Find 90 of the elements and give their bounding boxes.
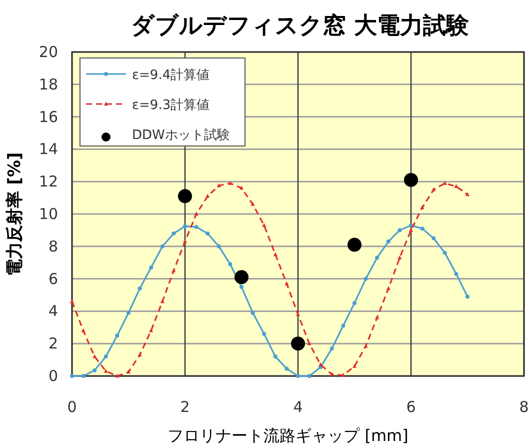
point <box>386 240 390 244</box>
legend-label: ε=9.3計算値 <box>132 98 210 113</box>
point <box>149 265 154 270</box>
point <box>178 189 192 204</box>
point <box>183 224 187 228</box>
point <box>126 370 130 374</box>
point <box>284 366 289 371</box>
point <box>364 276 368 281</box>
chart-title: ダブルデフィスク窓 大電力試験 <box>130 12 470 39</box>
point <box>375 315 380 320</box>
point <box>115 374 120 378</box>
point <box>409 228 413 232</box>
point <box>183 239 187 244</box>
legend-label: DDWホット試験 <box>132 128 230 143</box>
point <box>296 374 300 378</box>
point <box>160 244 164 248</box>
y-axis-title: 電力反射率 [%] <box>5 152 25 276</box>
point <box>216 183 221 188</box>
point <box>228 262 232 266</box>
point <box>216 244 221 248</box>
point <box>466 294 470 299</box>
point <box>318 362 323 366</box>
point <box>228 180 232 185</box>
y-tick-label: 8 <box>48 237 58 256</box>
point <box>172 268 176 272</box>
point <box>104 354 108 359</box>
point <box>442 250 447 255</box>
point <box>70 299 74 304</box>
y-tick-label: 16 <box>38 108 58 126</box>
point <box>330 346 334 350</box>
point <box>466 192 470 196</box>
y-tick-label: 10 <box>38 205 58 223</box>
point <box>296 312 300 316</box>
point <box>330 372 334 376</box>
point <box>398 228 402 232</box>
point <box>250 310 255 315</box>
point <box>341 324 346 328</box>
point <box>250 202 255 206</box>
point <box>70 374 74 378</box>
point <box>126 310 130 315</box>
point <box>409 223 413 228</box>
legend-label: ε=9.4計算値 <box>132 68 210 83</box>
x-tick-label: 4 <box>293 398 303 416</box>
y-tick-label: 6 <box>48 270 58 288</box>
y-tick-label: 0 <box>48 367 58 385</box>
point <box>81 374 86 378</box>
point <box>240 186 244 190</box>
point <box>273 354 278 359</box>
point <box>432 187 436 192</box>
point <box>341 372 346 377</box>
point <box>194 224 198 229</box>
point <box>234 270 248 284</box>
point <box>92 368 97 372</box>
x-tick-label: 8 <box>519 398 529 416</box>
point <box>454 184 458 188</box>
x-tick-label: 6 <box>406 398 416 416</box>
point <box>240 284 244 289</box>
point <box>206 194 210 198</box>
point <box>138 352 142 357</box>
point <box>194 212 198 216</box>
point <box>348 238 362 252</box>
y-tick-label: 20 <box>38 43 58 61</box>
point <box>262 332 266 336</box>
point <box>432 236 436 240</box>
point <box>307 374 312 378</box>
point <box>262 222 266 227</box>
point <box>138 286 142 291</box>
x-tick-label: 2 <box>180 398 190 416</box>
point <box>404 172 418 187</box>
point <box>284 281 289 286</box>
y-tick-label: 2 <box>48 334 58 353</box>
point <box>420 205 424 210</box>
point <box>352 301 356 306</box>
x-axis-title: フロリナート流路ギャップ [mm] <box>168 426 408 445</box>
line-series <box>70 180 470 378</box>
point <box>206 231 210 236</box>
y-tick-label: 18 <box>38 75 58 94</box>
point <box>375 256 380 260</box>
y-tick-label: 12 <box>38 172 58 191</box>
y-tick-label: 14 <box>38 140 58 158</box>
point <box>454 272 458 276</box>
x-tick-label: 0 <box>67 398 77 416</box>
point <box>291 336 305 351</box>
point <box>364 344 368 348</box>
y-tick-label: 4 <box>48 302 58 320</box>
point <box>398 255 402 260</box>
point <box>420 226 424 231</box>
point <box>352 364 356 368</box>
point <box>172 231 176 236</box>
point <box>115 334 120 338</box>
